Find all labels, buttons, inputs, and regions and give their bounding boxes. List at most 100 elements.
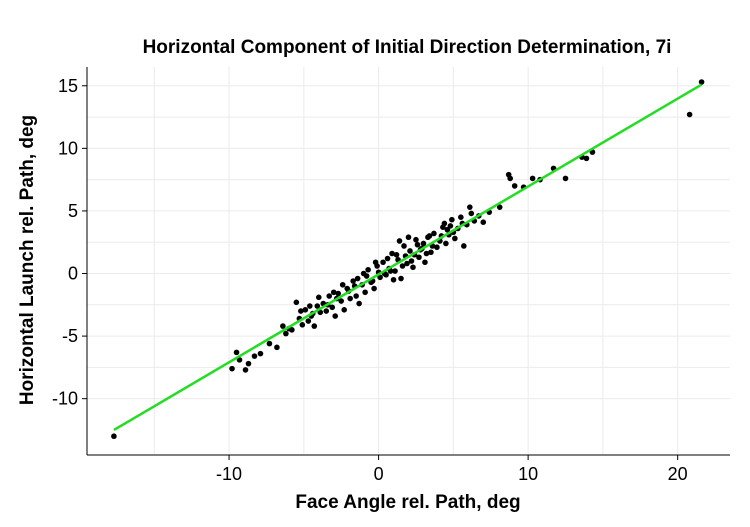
data-point [404, 260, 410, 267]
data-point [384, 255, 391, 262]
data-point [480, 219, 487, 225]
data-point [315, 294, 322, 301]
data-point [332, 313, 339, 319]
data-point [338, 298, 345, 304]
data-point [449, 216, 455, 223]
data-point [280, 323, 286, 329]
data-point [461, 243, 467, 249]
data-point [371, 285, 377, 292]
data-point [229, 365, 235, 372]
x-axis-label: Face Angle rel. Path, deg [295, 492, 520, 513]
data-point [362, 289, 368, 296]
data-point [233, 349, 240, 356]
data-point [583, 155, 590, 162]
y-axis-ticks: -10 -5 0 5 10 15 [52, 76, 87, 409]
data-point [423, 250, 430, 257]
data-point [242, 367, 249, 373]
data-point [314, 303, 321, 309]
data-point [401, 243, 407, 249]
data-point [330, 289, 337, 296]
data-point [529, 175, 536, 182]
data-point [496, 204, 503, 210]
x-axis-ticks: -10 0 10 20 [216, 455, 688, 484]
y-tick-label: -5 [62, 326, 78, 346]
data-point [389, 250, 395, 257]
y-tick-label: -10 [52, 389, 78, 409]
data-point [413, 236, 419, 243]
data-point [329, 304, 336, 311]
data-point [111, 433, 117, 440]
data-point [426, 233, 433, 239]
data-point [353, 293, 359, 299]
data-point [245, 360, 252, 367]
data-point [274, 344, 280, 351]
data-point [444, 226, 451, 233]
data-point [283, 330, 289, 337]
data-point [257, 350, 264, 357]
data-point [416, 254, 422, 261]
data-point [236, 357, 243, 363]
data-point [380, 259, 386, 266]
data-point [447, 223, 454, 229]
data-point [302, 307, 309, 313]
data-point [408, 258, 415, 264]
data-point [405, 234, 412, 241]
fit-line [113, 83, 703, 432]
data-point [468, 210, 475, 217]
data-point [458, 214, 464, 220]
data-point [428, 249, 434, 256]
data-point [326, 293, 333, 299]
data-point [420, 240, 427, 247]
data-points [111, 79, 705, 440]
data-point [305, 318, 312, 324]
data-point [356, 300, 362, 307]
data-point [443, 240, 449, 247]
data-point [431, 230, 437, 237]
x-tick-label: -10 [216, 464, 242, 484]
data-point [407, 248, 413, 254]
data-point [311, 323, 318, 329]
y-tick-label: 15 [58, 76, 78, 96]
y-tick-label: 0 [68, 264, 78, 284]
data-point [396, 238, 403, 244]
data-point [392, 268, 398, 274]
data-point [562, 175, 569, 182]
data-point [398, 275, 404, 282]
y-tick-label: 10 [58, 138, 78, 158]
data-point [441, 220, 448, 227]
grid [87, 67, 730, 455]
data-point [372, 259, 379, 266]
data-point [434, 244, 440, 251]
data-point [347, 295, 353, 302]
data-point [293, 299, 300, 306]
data-point [686, 111, 693, 118]
data-point [511, 183, 518, 189]
data-point [390, 276, 397, 283]
data-point [354, 275, 361, 282]
data-point [467, 204, 473, 210]
data-point [377, 274, 383, 281]
data-point [414, 241, 421, 248]
data-point [422, 259, 428, 266]
data-point [393, 251, 400, 258]
data-point [410, 264, 416, 271]
data-point [698, 79, 705, 85]
x-tick-label: 0 [374, 464, 384, 484]
data-point [452, 235, 458, 242]
chart-title: Horizontal Component of Initial Directio… [143, 37, 672, 58]
x-tick-label: 20 [668, 464, 688, 484]
data-point [251, 353, 258, 359]
y-tick-label: 5 [68, 201, 78, 221]
data-point [365, 266, 371, 273]
data-point [350, 278, 356, 284]
data-point [341, 307, 348, 313]
data-point [323, 308, 330, 314]
data-point [299, 322, 306, 328]
y-axis-label: Horizontal Launch rel. Path, deg [17, 115, 38, 405]
axes [86, 67, 730, 456]
data-point [339, 281, 346, 288]
data-point [307, 303, 313, 309]
x-tick-label: 10 [518, 464, 538, 484]
data-point [507, 175, 513, 182]
